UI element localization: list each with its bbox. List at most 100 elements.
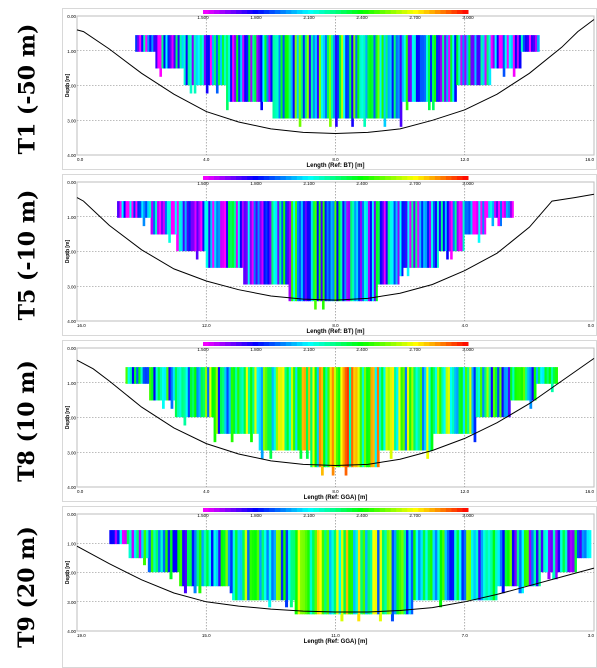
velocity-strip	[152, 530, 156, 573]
velocity-strip	[419, 530, 423, 601]
colorbar-swatch	[302, 10, 309, 14]
colorbar-swatch	[285, 176, 292, 180]
velocity-strip	[409, 35, 413, 102]
velocity-strip	[338, 530, 342, 615]
velocity-strip	[227, 530, 231, 587]
velocity-strip	[402, 367, 406, 451]
colorbar-swatch	[258, 508, 265, 512]
velocity-strip	[409, 367, 412, 451]
velocity-strip	[423, 35, 427, 102]
colorbar-swatch	[379, 508, 386, 512]
colorbar-swatch	[252, 10, 259, 14]
colorbar-swatch	[352, 342, 359, 346]
velocity-strip	[359, 367, 363, 468]
velocity-strip	[374, 367, 378, 468]
y-tick-label: 0.00	[67, 346, 76, 351]
velocity-strip	[306, 35, 310, 119]
velocity-strip	[462, 367, 466, 434]
colorbar-swatch	[396, 508, 403, 512]
velocity-strip	[467, 201, 471, 235]
colorbar-swatch	[203, 10, 210, 14]
velocity-strip	[188, 530, 192, 587]
velocity-strip	[346, 367, 350, 468]
velocity-strip	[139, 35, 142, 52]
velocity-strip	[251, 530, 255, 601]
velocity-strip	[227, 201, 230, 268]
velocity-strip	[200, 367, 204, 418]
velocity-strip	[181, 530, 185, 587]
velocity-strip	[166, 367, 170, 401]
colorbar-swatch	[401, 508, 408, 512]
velocity-strip	[347, 201, 351, 302]
colorbar-swatch	[352, 10, 359, 14]
velocity-strip	[167, 530, 171, 573]
row-label-t9: T9 (20 m)	[14, 526, 40, 648]
velocity-strip	[327, 367, 331, 468]
velocity-strip	[270, 35, 274, 102]
velocity-strip	[297, 367, 301, 451]
colorbar-swatch	[357, 508, 364, 512]
velocity-strip	[381, 201, 384, 285]
velocity-strip	[471, 367, 475, 434]
velocity-strip	[239, 201, 242, 268]
velocity-strip	[506, 35, 510, 69]
velocity-strip	[359, 530, 363, 615]
colorbar-swatch	[374, 508, 381, 512]
velocity-strip	[184, 201, 187, 252]
velocity-strip	[475, 201, 479, 235]
velocity-strip	[209, 35, 213, 86]
velocity-strip	[467, 367, 470, 434]
colorbar-tick-label: 3.000	[462, 513, 474, 518]
colorbar-swatch	[219, 176, 226, 180]
velocity-strip	[232, 530, 236, 601]
velocity-strip	[288, 35, 292, 119]
velocity-strip	[150, 530, 154, 573]
colorbar-swatch	[401, 10, 408, 14]
velocity-strip	[142, 367, 146, 384]
velocity-strip	[477, 367, 481, 418]
velocity-strip	[208, 530, 212, 587]
velocity-strip	[179, 367, 182, 418]
velocity-strip	[180, 201, 183, 252]
velocity-strip	[337, 201, 341, 302]
velocity-strip	[492, 530, 496, 601]
colorbar-swatch	[456, 10, 463, 14]
velocity-strip	[391, 367, 395, 451]
velocity-strip	[479, 201, 483, 235]
velocity-strip	[209, 367, 213, 418]
velocity-strip	[385, 201, 388, 285]
velocity-strip	[205, 201, 209, 268]
velocity-strip	[292, 35, 296, 119]
velocity-strip	[280, 35, 284, 119]
velocity-strip	[143, 35, 146, 52]
velocity-strip	[224, 530, 228, 587]
colorbar-swatch	[258, 342, 265, 346]
velocity-strip	[268, 201, 272, 285]
velocity-strip	[369, 201, 372, 302]
velocity-strip	[368, 367, 372, 468]
velocity-strip	[434, 530, 438, 601]
colorbar-tick-label: 2.400	[356, 347, 368, 352]
colorbar-swatch	[302, 508, 309, 512]
colorbar-tick-label: 2.100	[303, 347, 315, 352]
x-axis-label: Length (Ref: BT) [m]	[307, 329, 365, 335]
velocity-strip	[300, 35, 304, 119]
velocity-strip	[564, 530, 568, 573]
velocity-strip	[363, 201, 366, 302]
velocity-strip	[448, 530, 452, 601]
velocity-strip	[250, 367, 253, 443]
velocity-strip	[432, 201, 435, 268]
colorbar-tick-label: 2.700	[409, 15, 421, 20]
velocity-strip	[442, 35, 445, 102]
velocity-strip	[196, 367, 200, 418]
x-tick-label: 8.0	[332, 157, 339, 162]
velocity-strip	[269, 367, 273, 459]
velocity-strip	[232, 35, 235, 102]
velocity-strip	[419, 367, 423, 451]
velocity-strip	[168, 201, 171, 243]
velocity-strip	[344, 367, 348, 476]
velocity-strip	[504, 530, 508, 587]
velocity-strip	[239, 367, 243, 434]
colorbar-swatch	[434, 508, 441, 512]
velocity-strip	[235, 201, 238, 268]
